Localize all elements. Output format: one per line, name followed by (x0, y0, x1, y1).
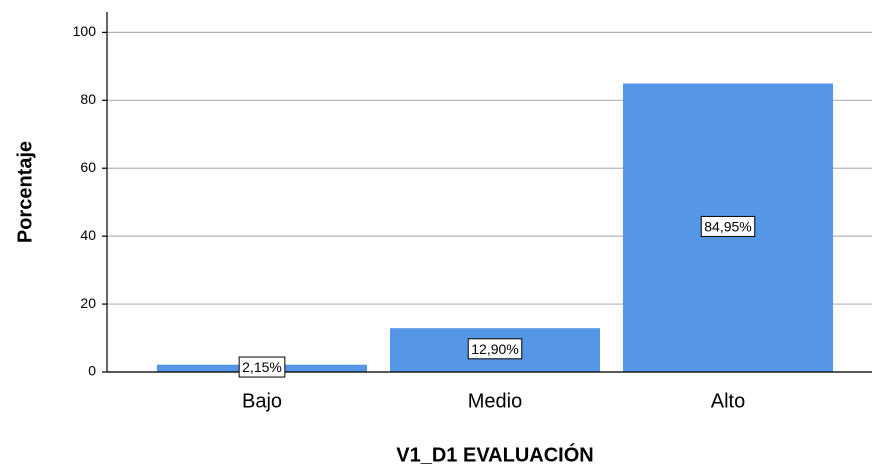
y-axis-title: Porcentaje (14, 141, 36, 243)
y-tick-label: 100 (73, 23, 97, 39)
y-tick-label: 40 (80, 227, 96, 243)
data-label-box (467, 338, 523, 360)
x-axis-title: V1_D1 EVALUACIÓN (396, 442, 593, 466)
y-tick-label: 0 (88, 363, 96, 379)
y-tick-label: 80 (80, 91, 96, 107)
data-label-box (238, 356, 286, 378)
x-tick-label: Medio (468, 390, 522, 412)
y-tick-label: 20 (80, 295, 96, 311)
data-label: 2,15% (242, 359, 282, 375)
data-label: 12,90% (471, 341, 518, 357)
y-tick-label: 60 (80, 159, 96, 175)
x-tick-label: Bajo (242, 390, 282, 412)
data-label: 84,95% (704, 218, 751, 234)
data-label-box (700, 215, 756, 237)
x-tick-label: Alto (711, 390, 745, 412)
